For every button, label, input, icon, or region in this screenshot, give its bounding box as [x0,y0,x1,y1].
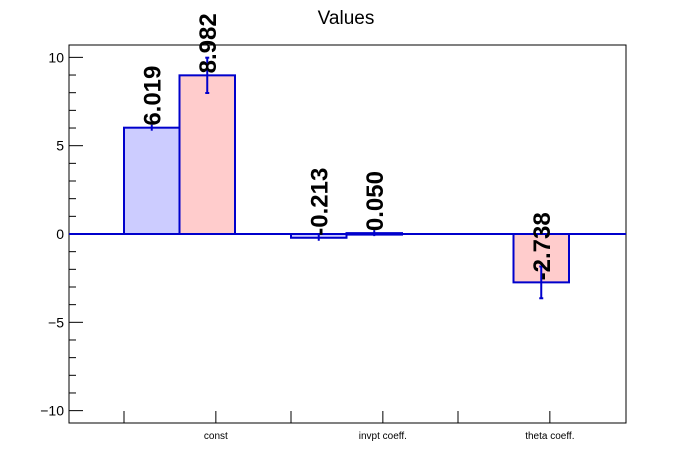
x-category-label: theta coeff. [525,431,574,442]
y-tick-label: 10 [48,49,64,65]
bars [123,74,570,284]
error-bars [150,56,544,300]
data-labels: 6.019 -0.213 8.982 0.050 -2.738 [140,13,557,280]
bar [178,74,236,235]
chart-title: Values [318,8,375,29]
y-tick-label: 0 [56,226,64,242]
bar [123,126,181,235]
x-axis: const invpt coeff. theta coeff. [123,411,574,442]
data-label: 6.019 [140,66,167,126]
y-tick-label: 5 [56,138,64,154]
data-label: -2.738 [529,212,556,280]
y-tick-label: −5 [48,314,64,330]
data-label: 8.982 [195,13,222,73]
data-label: -0.213 [307,168,334,236]
x-category-label: invpt coeff. [359,431,407,442]
data-label: 0.050 [362,171,389,231]
x-category-label: const [204,431,228,442]
y-axis: −10 −5 0 5 10 [40,49,83,419]
y-tick-label: −10 [40,403,64,419]
